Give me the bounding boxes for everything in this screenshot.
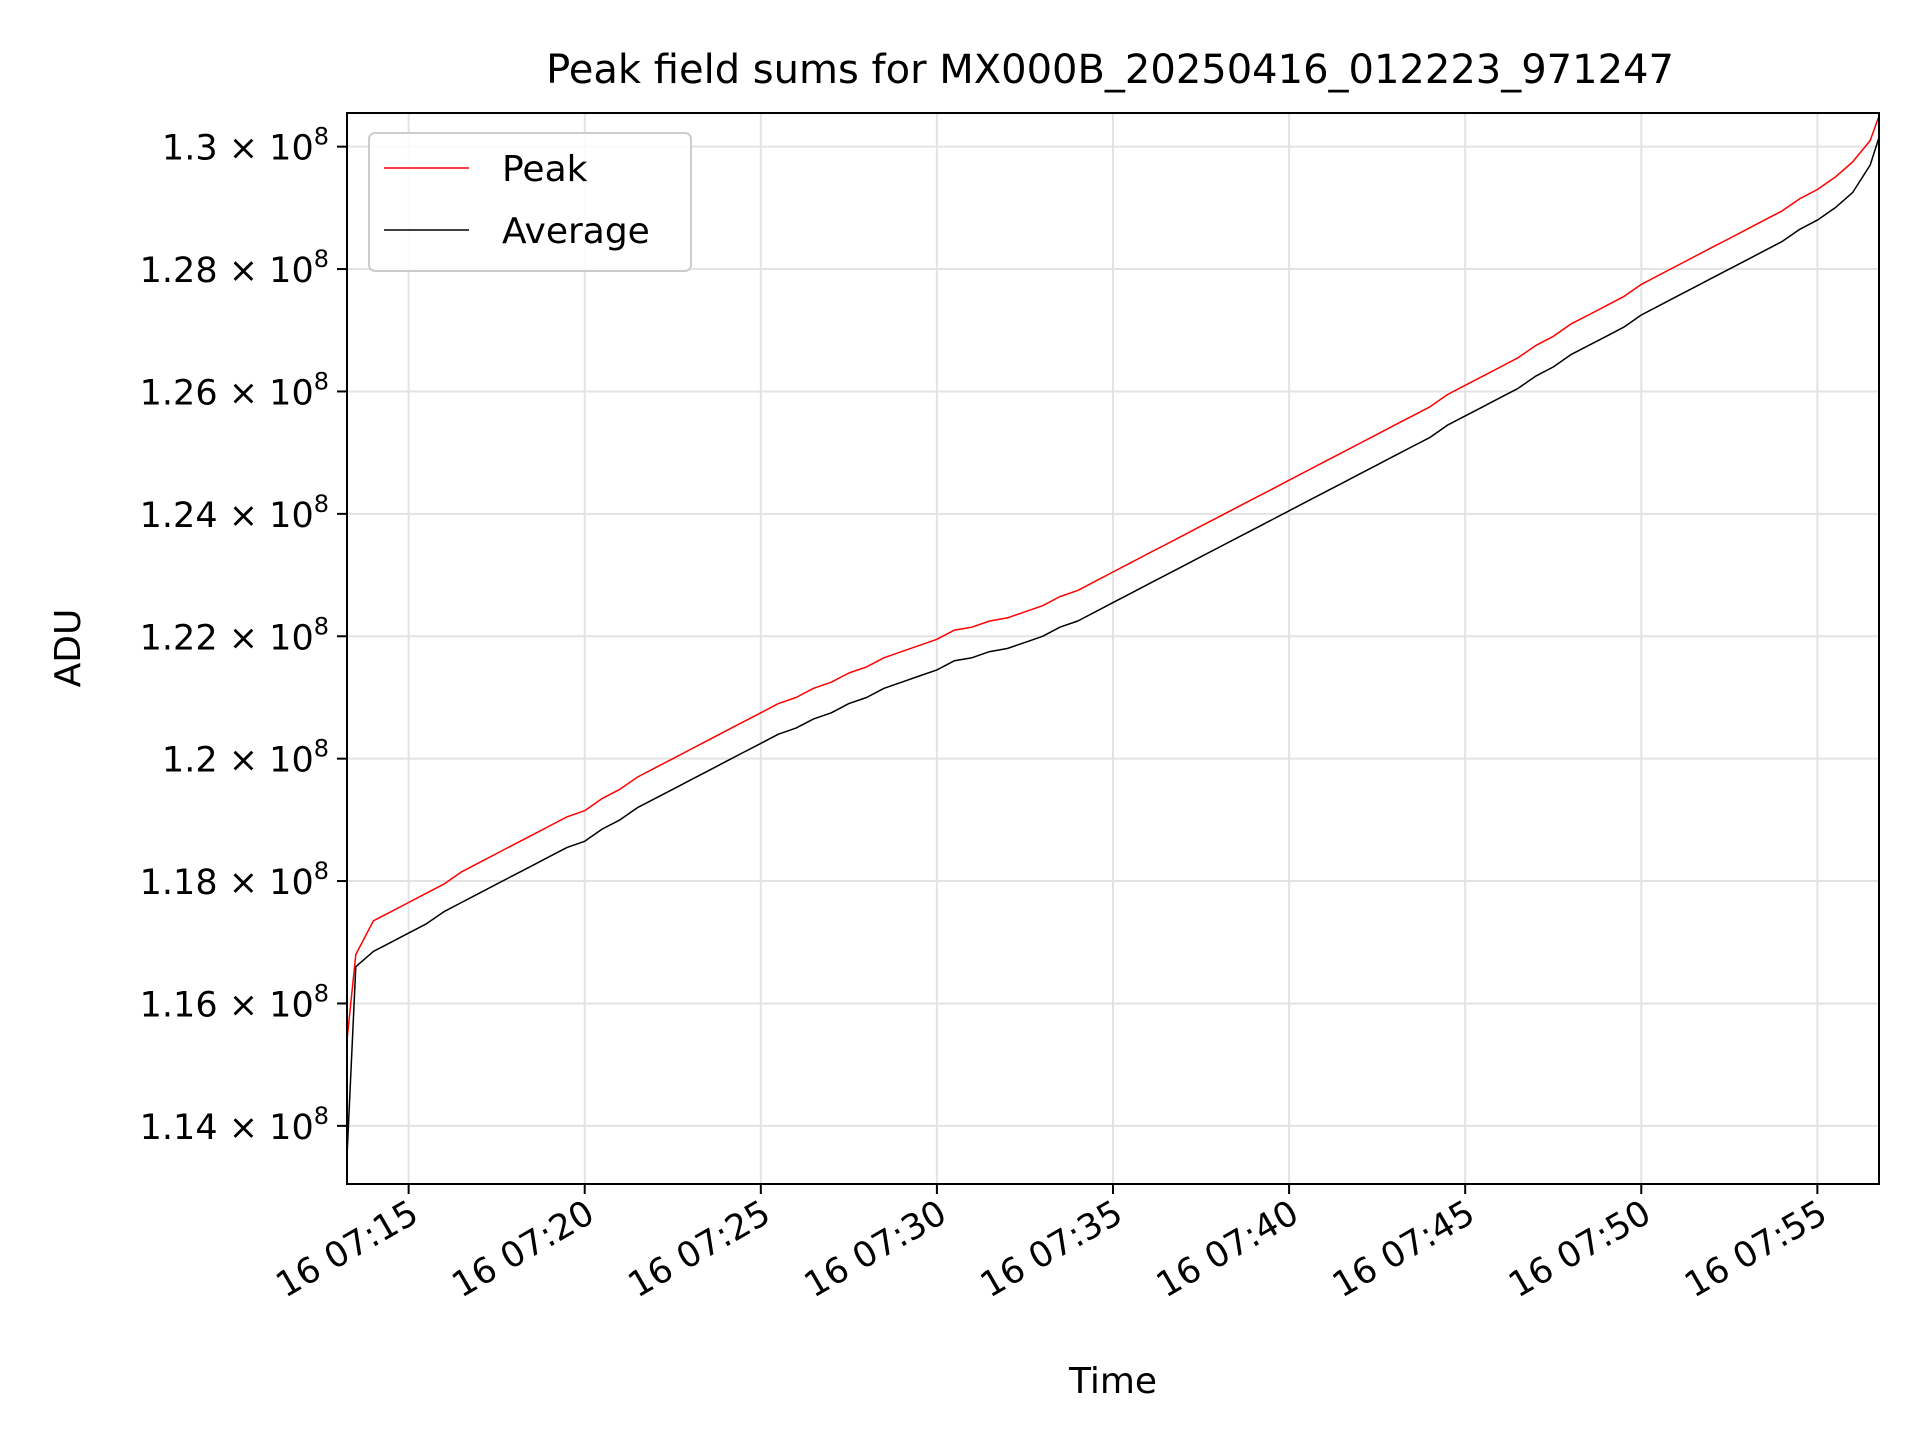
y-tick-exponent: 8 bbox=[314, 612, 329, 640]
y-tick-label: 1.26 × 108 bbox=[140, 367, 329, 413]
y-tick-mantissa: 1.3 bbox=[162, 129, 218, 169]
chart-title: Peak field sums for MX000B_20250416_0122… bbox=[546, 47, 1674, 93]
y-tick-mantissa: 1.18 bbox=[140, 863, 218, 903]
y-tick-times: × 10 bbox=[218, 251, 314, 291]
y-tick-label: 1.24 × 108 bbox=[140, 490, 329, 536]
y-tick-mantissa: 1.22 bbox=[140, 618, 218, 658]
y-tick-mantissa: 1.28 bbox=[140, 251, 218, 291]
y-tick-label: 1.18 × 108 bbox=[140, 857, 329, 903]
y-tick-exponent: 8 bbox=[314, 367, 329, 395]
y-tick-mantissa: 1.14 bbox=[140, 1108, 218, 1148]
y-tick-times: × 10 bbox=[218, 985, 314, 1025]
y-tick-mantissa: 1.24 bbox=[140, 496, 218, 536]
y-tick-label: 1.14 × 108 bbox=[140, 1102, 329, 1148]
legend: Peak Average bbox=[368, 132, 692, 272]
y-tick-times: × 10 bbox=[218, 373, 314, 413]
y-tick-exponent: 8 bbox=[314, 123, 329, 151]
y-tick-times: × 10 bbox=[218, 618, 314, 658]
series-line-average bbox=[347, 137, 1879, 1157]
y-tick-times: × 10 bbox=[218, 863, 314, 903]
y-tick-exponent: 8 bbox=[314, 490, 329, 518]
y-tick-times: × 10 bbox=[218, 496, 314, 536]
y-tick-mantissa: 1.16 bbox=[140, 985, 218, 1025]
y-tick-times: × 10 bbox=[218, 1108, 314, 1148]
y-tick-exponent: 8 bbox=[314, 245, 329, 273]
y-tick-label: 1.2 × 108 bbox=[162, 735, 329, 781]
y-tick-exponent: 8 bbox=[314, 735, 329, 763]
y-tick-times: × 10 bbox=[218, 129, 314, 169]
y-tick-label: 1.28 × 108 bbox=[140, 245, 329, 291]
legend-label-peak: Peak bbox=[502, 149, 588, 190]
y-tick-times: × 10 bbox=[218, 741, 314, 781]
y-tick-exponent: 8 bbox=[314, 857, 329, 885]
series-line-peak bbox=[347, 115, 1879, 1041]
series-group bbox=[347, 115, 1879, 1157]
x-axis-label: Time bbox=[1068, 1361, 1157, 1402]
y-tick-label: 1.3 × 108 bbox=[162, 123, 329, 169]
legend-label-average: Average bbox=[502, 211, 650, 252]
y-axis-label: ADU bbox=[48, 609, 89, 688]
y-tick-label: 1.22 × 108 bbox=[140, 612, 329, 658]
y-tick-exponent: 8 bbox=[314, 979, 329, 1007]
grid bbox=[347, 113, 1879, 1184]
y-tick-mantissa: 1.26 bbox=[140, 373, 218, 413]
series-layer bbox=[347, 115, 1879, 1157]
y-tick-exponent: 8 bbox=[314, 1102, 329, 1130]
y-tick-mantissa: 1.2 bbox=[162, 741, 218, 781]
y-tick-label: 1.16 × 108 bbox=[140, 979, 329, 1025]
